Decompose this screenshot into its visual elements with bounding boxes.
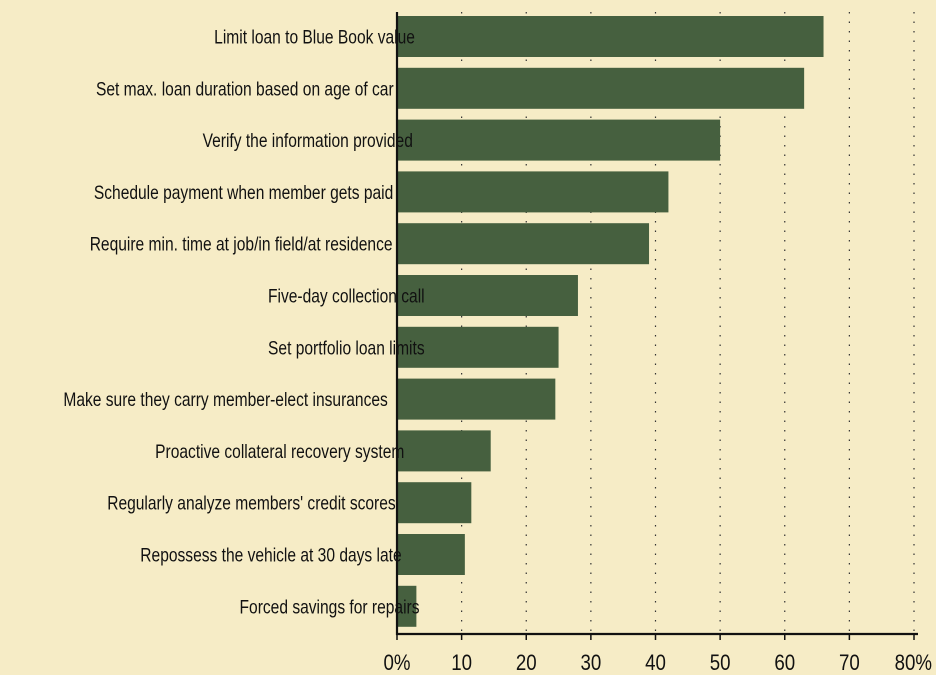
bar-12 <box>397 585 417 627</box>
x-tick-label: 40 <box>645 652 666 675</box>
category-label: Set max. loan duration based on age of c… <box>96 78 394 100</box>
x-tick-label: 70 <box>839 652 860 675</box>
x-tick-label: 0% <box>383 652 410 675</box>
x-tick-label: 30 <box>580 652 601 675</box>
x-tick-label: 50 <box>710 652 731 675</box>
bar-5 <box>397 223 650 265</box>
bar-2 <box>397 67 805 109</box>
category-label: Regularly analyze members' credit scores <box>107 492 396 514</box>
category-label: Proactive collateral recovery system <box>155 440 404 462</box>
bar-4 <box>397 171 669 213</box>
bar-8 <box>397 378 556 420</box>
x-tick-label: 80% <box>895 652 932 675</box>
bar-7 <box>397 326 559 368</box>
axes <box>395 12 918 640</box>
bar-6 <box>397 275 578 316</box>
category-label: Require min. time at job/in field/at res… <box>90 233 393 255</box>
bar-10 <box>397 482 472 524</box>
bar-11 <box>397 534 465 575</box>
bar-9 <box>397 430 491 472</box>
category-label: Forced savings for repairs <box>240 596 420 618</box>
category-label: Verify the information provided <box>203 130 413 152</box>
bar-1 <box>397 16 824 57</box>
category-label: Repossess the vehicle at 30 days late <box>140 544 401 566</box>
category-label: Five-day collection call <box>268 285 425 307</box>
category-label: Set portfolio loan limits <box>268 337 425 359</box>
category-labels: Limit loan to Blue Book value Set max. lo… <box>63 26 425 618</box>
bars <box>397 16 824 627</box>
category-label: Schedule payment when member gets paid <box>94 181 393 203</box>
x-tick-label: 60 <box>774 652 795 675</box>
category-label: Make sure they carry member-elect insura… <box>63 389 388 411</box>
bar-3 <box>397 119 721 161</box>
x-tick-label: 10 <box>451 652 472 675</box>
category-label: Limit loan to Blue Book value <box>214 26 415 48</box>
x-tick-label: 20 <box>516 652 537 675</box>
tick-labels: 0% 10 20 30 40 50 60 70 80% <box>383 652 932 675</box>
